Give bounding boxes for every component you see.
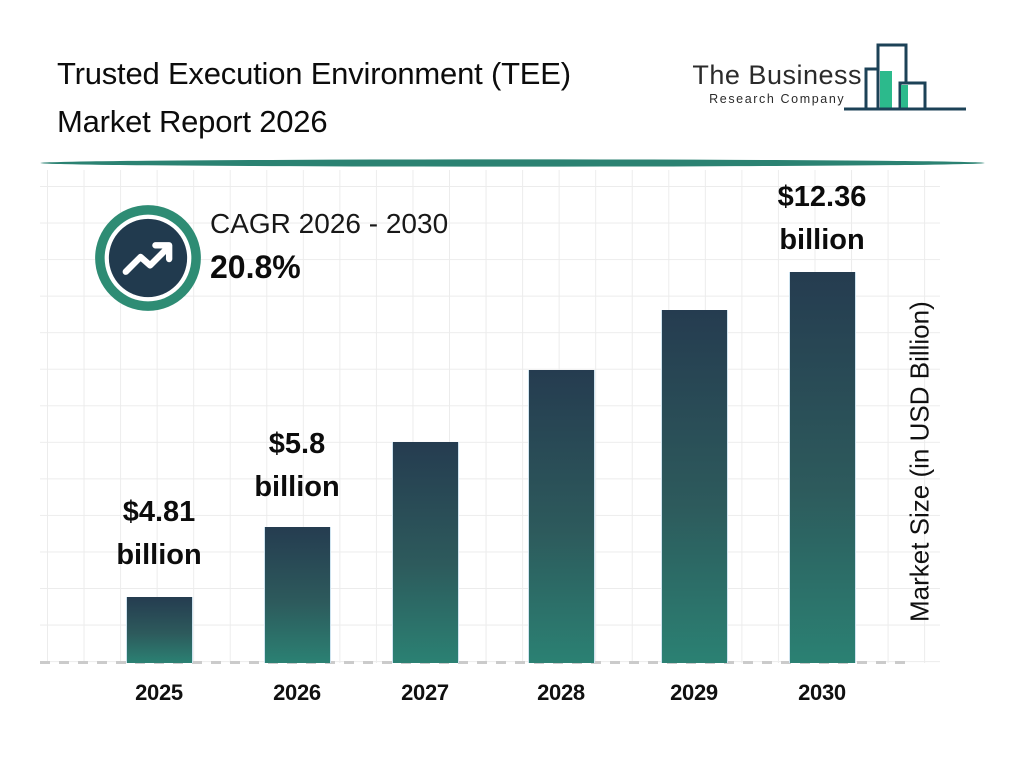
x-tick-2030: 2030 bbox=[798, 680, 846, 705]
bar-2028 bbox=[527, 370, 595, 663]
value-label-2025: $4.81 billion bbox=[74, 491, 244, 577]
page-title-line1: Trusted Execution Environment (TEE) bbox=[57, 56, 571, 91]
x-tick-2025: 2025 bbox=[135, 680, 183, 705]
trending-up-icon bbox=[95, 205, 201, 311]
y-axis-title: Market Size (in USD Billion) bbox=[904, 301, 935, 623]
cagr-callout: CAGR 2026 - 2030 20.8% bbox=[210, 208, 448, 286]
value-label-2026: $5.8 billion bbox=[212, 423, 382, 509]
x-axis-baseline bbox=[40, 661, 908, 664]
bar-2027 bbox=[391, 442, 459, 663]
x-tick-2029: 2029 bbox=[670, 680, 718, 705]
page-title-line2: Market Report 2026 bbox=[57, 104, 328, 139]
page-title: Trusted Execution Environment (TEE) Mark… bbox=[57, 50, 571, 146]
value-amount: $5.8 bbox=[268, 428, 326, 460]
value-unit: billion bbox=[779, 224, 865, 256]
bar-2025 bbox=[125, 597, 193, 663]
company-logo: The Business Research Company bbox=[692, 38, 980, 123]
x-tick-2027: 2027 bbox=[401, 680, 449, 705]
bar-2029 bbox=[660, 310, 728, 663]
value-unit: billion bbox=[116, 539, 202, 571]
company-subname: Research Company bbox=[709, 92, 846, 106]
bar-2030 bbox=[788, 272, 856, 663]
value-amount: $4.81 bbox=[122, 496, 196, 528]
header-divider bbox=[40, 159, 985, 167]
bar-chart-logo-icon bbox=[844, 43, 966, 111]
value-amount: $12.36 bbox=[777, 181, 867, 213]
cagr-period-label: CAGR 2026 - 2030 bbox=[210, 208, 449, 239]
value-unit: billion bbox=[254, 471, 340, 503]
value-label-2030: $12.36 billion bbox=[737, 176, 907, 262]
company-name: The Business bbox=[692, 60, 862, 90]
bar-chart-plot: CAGR 2026 - 2030 20.8% Market Size (in U… bbox=[40, 170, 940, 705]
bar-2026 bbox=[263, 527, 331, 663]
cagr-value: 20.8% bbox=[210, 249, 301, 285]
x-tick-2026: 2026 bbox=[273, 680, 321, 705]
x-tick-2028: 2028 bbox=[537, 680, 585, 705]
company-logo-text: The Business Research Company bbox=[692, 60, 862, 106]
